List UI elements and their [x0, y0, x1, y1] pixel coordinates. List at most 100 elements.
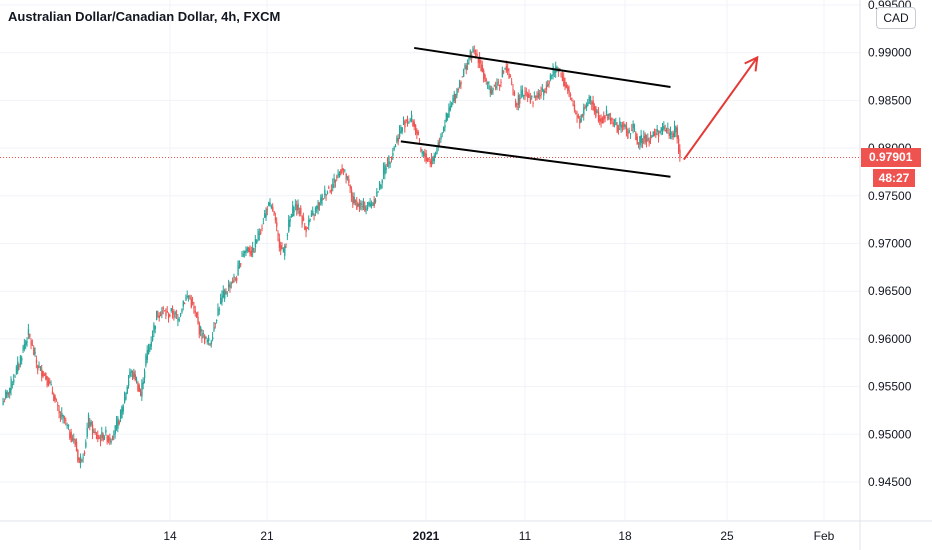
candle-body — [212, 337, 214, 340]
candle-body — [408, 121, 410, 123]
candle-body — [481, 65, 484, 73]
candle-body — [29, 333, 31, 338]
candle-body — [400, 126, 402, 134]
candle-body — [160, 314, 162, 316]
candle-body — [316, 205, 318, 209]
candle-body — [600, 118, 602, 123]
candle-body — [45, 373, 47, 380]
candle-body — [473, 50, 476, 52]
candle-body — [403, 120, 405, 125]
price-axis[interactable]: 0.995000.990000.985000.980000.975000.970… — [868, 0, 912, 489]
candle-body — [164, 310, 166, 312]
candle-body — [46, 376, 48, 386]
candle-body — [445, 112, 448, 122]
candle-body — [457, 88, 460, 91]
candle-body — [653, 134, 656, 136]
channel-trendline[interactable] — [400, 140, 671, 178]
candle-body — [95, 435, 98, 439]
candle-body — [41, 369, 43, 377]
candle-body — [204, 335, 206, 344]
candle-body — [213, 326, 215, 331]
price-tick-label: 0.99000 — [868, 46, 912, 60]
candle-body — [201, 333, 203, 339]
candle-body — [649, 136, 652, 140]
candle-body — [272, 206, 274, 211]
candle-body — [503, 71, 505, 73]
price-tick-label: 0.97000 — [868, 237, 912, 251]
candle-body — [370, 205, 373, 207]
candle-body — [59, 415, 62, 418]
candle-body — [456, 89, 458, 96]
candle-body — [161, 310, 163, 315]
price-tick-label: 0.95000 — [868, 427, 912, 441]
time-tick-label: Feb — [814, 529, 835, 543]
time-tick-label: 2021 — [413, 529, 440, 543]
candle-body — [127, 379, 130, 387]
candle-body — [533, 96, 536, 98]
candle-body — [647, 137, 649, 141]
candle-body — [305, 227, 307, 232]
candle-body — [169, 314, 171, 316]
candle-body — [233, 276, 235, 279]
candle-body — [281, 247, 283, 249]
candle-body — [11, 384, 14, 386]
candle-body — [282, 248, 285, 252]
price-tick-label: 0.95500 — [868, 380, 912, 394]
currency-badge[interactable]: CAD — [876, 7, 916, 29]
channel-trendline[interactable] — [414, 46, 671, 89]
candle-body — [137, 382, 139, 392]
candle-body — [541, 87, 544, 91]
candle-body — [346, 176, 349, 179]
candle-body — [54, 396, 56, 400]
candle-body — [444, 124, 446, 128]
candle-body — [467, 62, 469, 65]
candle-body — [672, 132, 674, 137]
candle-body — [269, 202, 271, 205]
candle-body — [372, 203, 374, 206]
candle-body — [70, 431, 72, 443]
candle-body — [98, 437, 100, 439]
candle-body — [512, 89, 514, 91]
candle-body — [25, 341, 27, 346]
candle-body — [676, 127, 678, 139]
time-axis[interactable]: 14 21 2021 11 18 25 Feb — [163, 529, 834, 543]
candle-body — [483, 70, 485, 79]
candle-body — [667, 128, 669, 130]
candle-body — [620, 124, 622, 128]
candle-body — [423, 151, 425, 157]
price-tick-label: 0.96500 — [868, 284, 912, 298]
candle-body — [525, 91, 528, 93]
candle-body — [386, 162, 389, 167]
candle-body — [306, 227, 309, 229]
candle-body — [392, 153, 394, 156]
candle-body — [293, 210, 295, 212]
candle-body — [396, 137, 398, 143]
candle-body — [122, 405, 124, 412]
candle-body — [6, 390, 8, 396]
candle-body — [225, 291, 227, 294]
candle-body — [173, 313, 175, 318]
time-tick-label: 21 — [260, 529, 274, 543]
candle-body — [149, 344, 151, 350]
candle-body — [170, 308, 173, 312]
candle-body — [547, 84, 549, 86]
candle-body — [469, 50, 472, 59]
candle-body — [73, 438, 75, 441]
candle-body — [569, 94, 572, 97]
candle-body — [421, 152, 423, 154]
candle-body — [368, 202, 370, 206]
candle-body — [18, 365, 20, 367]
candle-body — [221, 295, 223, 303]
candle-body — [166, 311, 169, 313]
candle-body — [613, 119, 616, 122]
projection-arrow[interactable] — [683, 56, 759, 161]
candle-body — [360, 203, 362, 205]
candle-body — [568, 90, 570, 93]
candle-body — [612, 121, 614, 126]
candle-body — [597, 111, 600, 122]
candle-body — [125, 393, 127, 400]
candle-body — [320, 197, 322, 204]
candle-body — [13, 379, 15, 383]
candle-body — [103, 437, 106, 439]
